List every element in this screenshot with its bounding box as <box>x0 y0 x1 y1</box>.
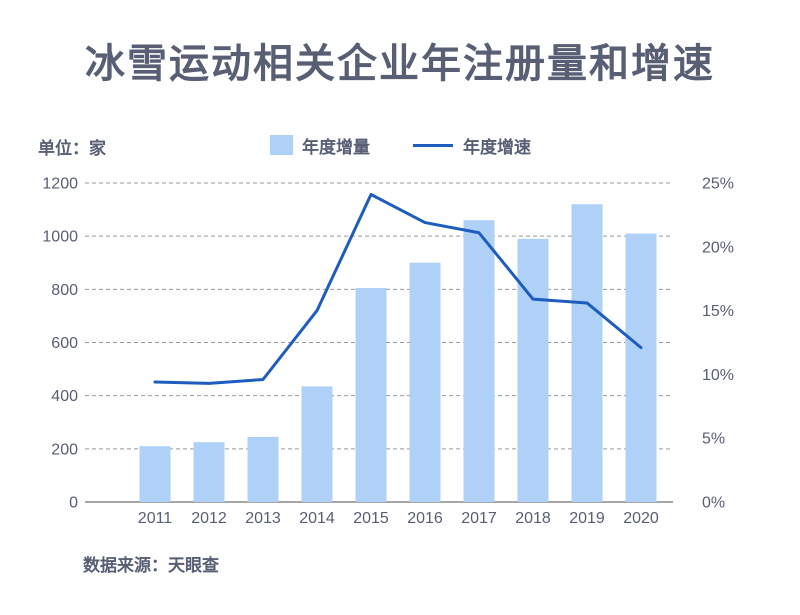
legend-bar-label: 年度增量 <box>302 137 370 157</box>
right-axis-label: 25% <box>702 176 734 193</box>
bar-2012 <box>193 442 225 502</box>
bar-2011 <box>139 446 171 502</box>
left-axis-label: 1200 <box>42 176 78 193</box>
bar-2017 <box>463 220 495 502</box>
left-axis-label: 800 <box>51 282 78 299</box>
x-axis-label: 2016 <box>407 510 443 527</box>
left-axis-label: 400 <box>51 388 78 405</box>
growth-line <box>153 192 643 385</box>
combo-chart: 1200 1000 800 600 400 200 0 25% 20% 15% 10% 5% 0% 201… <box>42 176 734 528</box>
bar-2014 <box>301 386 333 502</box>
x-axis-label: 2015 <box>353 510 389 527</box>
left-axis-label: 600 <box>51 335 78 352</box>
x-axis-label: 2011 <box>138 510 173 527</box>
x-axis-label: 2017 <box>461 510 497 527</box>
x-axis-label: 2020 <box>623 510 659 527</box>
x-axis-label: 2013 <box>245 510 281 527</box>
bar-2015 <box>355 288 387 502</box>
x-axis-label: 2018 <box>515 510 551 527</box>
meta-row: 单位：家 年度增量 年度增速 <box>0 131 800 159</box>
x-axis-label: 2019 <box>569 510 605 527</box>
bar-2019 <box>571 204 603 502</box>
bar-2013 <box>247 436 279 502</box>
bar-2018 <box>517 238 549 502</box>
bar-2020 <box>625 233 657 502</box>
right-axis-label: 10% <box>702 367 734 384</box>
line-series-swatch-icon <box>413 143 453 147</box>
right-axis-label: 5% <box>702 431 725 448</box>
left-axis-label: 0 <box>69 495 78 512</box>
x-axis-label: 2014 <box>299 510 335 527</box>
unit-label: 单位：家 <box>38 139 106 158</box>
chart-title: 冰雪运动相关企业年注册量和增速 <box>85 42 715 86</box>
legend: 年度增量 年度增速 <box>270 131 531 159</box>
legend-line-label: 年度增速 <box>463 137 531 157</box>
bar-series-swatch-icon <box>270 135 293 155</box>
data-source-label: 数据来源：天眼查 <box>83 556 219 575</box>
left-axis-label: 1000 <box>42 229 78 246</box>
left-axis-label: 200 <box>51 441 78 458</box>
right-axis-label: 0% <box>702 495 725 512</box>
right-axis-label: 15% <box>702 303 734 320</box>
x-axis-label: 2012 <box>191 510 227 527</box>
bar-2016 <box>409 262 441 502</box>
right-axis-label: 20% <box>702 239 734 256</box>
